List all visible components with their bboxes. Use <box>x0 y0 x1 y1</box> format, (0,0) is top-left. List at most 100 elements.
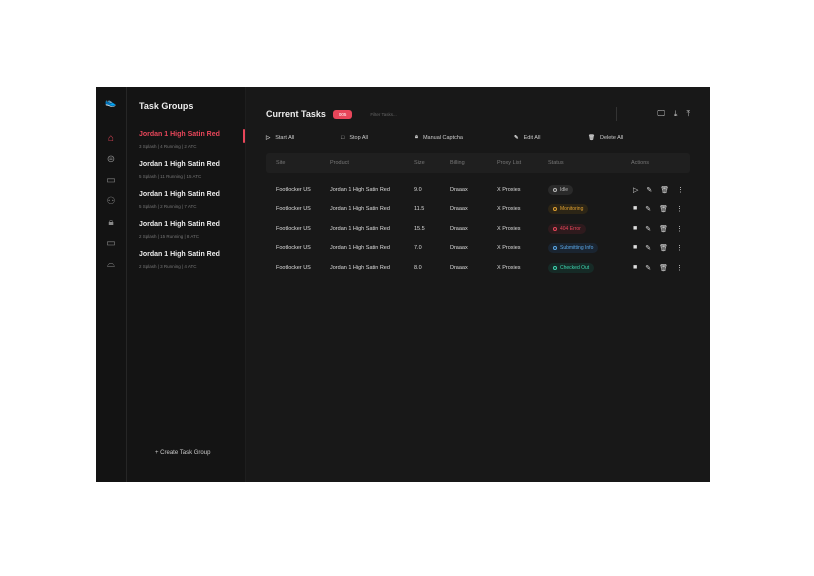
proxy-cell: X Proxies <box>497 264 521 271</box>
lock-icon: 🔒︎ <box>415 134 418 140</box>
task-group-item[interactable]: Jordan 1 High Satin Red 3 Splash | 4 Runn… <box>139 129 245 149</box>
create-task-group-button[interactable]: + Create Task Group <box>155 450 211 456</box>
more-icon[interactable]: ⋮ <box>677 186 685 194</box>
task-group-item[interactable]: Jordan 1 High Satin Red 2 Splash | 3 Runn… <box>139 251 245 269</box>
product-cell: Jordan 1 High Satin Red <box>330 186 390 193</box>
group-title: Jordan 1 High Satin Red <box>139 131 220 138</box>
logo-sneaker-icon: 👟 <box>105 97 117 107</box>
size-cell: 11.5 <box>414 206 425 213</box>
task-group-item[interactable]: Jordan 1 High Satin Red 5 Splash | 2 Runn… <box>139 191 245 209</box>
main-panel: Current Tasks 005 Filter Tasks... 🖵︎ ⤓ ⤒… <box>246 87 710 482</box>
col-billing: Billing <box>450 160 465 166</box>
page-title: Current Tasks <box>266 109 326 119</box>
group-title: Jordan 1 High Satin Red <box>139 221 220 228</box>
more-icon[interactable]: ⋮ <box>676 264 683 272</box>
trash-icon[interactable]: 🗑︎ <box>659 206 668 214</box>
size-cell: 9.0 <box>414 186 422 193</box>
stop-icon[interactable]: ■ <box>633 205 638 213</box>
col-size: Size <box>414 160 425 166</box>
task-group-item[interactable]: Jordan 1 High Satin Red 2 Splash | 15 Run… <box>139 221 245 239</box>
site-cell: Footlocker US <box>276 186 311 193</box>
card-icon[interactable]: ▭ <box>106 175 116 186</box>
gamepad-icon[interactable]: ⊜ <box>106 154 116 165</box>
status-badge: Idle <box>548 184 574 195</box>
table-row: Footlocker US Jordan 1 High Satin Red 8.… <box>266 258 690 278</box>
filter-input[interactable]: Filter Tasks... <box>370 111 397 117</box>
task-groups-title: Task Groups <box>139 101 194 111</box>
trash-icon[interactable]: 🗑︎ <box>659 245 668 253</box>
billing-cell: Draaax <box>450 206 468 213</box>
table-row: Footlocker US Jordan 1 High Satin Red 15… <box>266 219 690 239</box>
proxy-cell: X Proxies <box>497 186 521 193</box>
home-icon[interactable]: ⌂ <box>107 133 115 144</box>
delete-all-button[interactable]: 🗑︎ Delete All <box>588 134 624 141</box>
group-stats: 5 Splash | 11 Running | 15 ATC <box>139 174 202 179</box>
trash-icon[interactable]: 🗑︎ <box>659 264 668 272</box>
size-cell: 7.0 <box>414 245 422 252</box>
trash-icon: 🗑︎ <box>588 134 595 141</box>
col-actions: Actions <box>631 160 650 166</box>
play-icon[interactable]: ▷ <box>633 186 639 194</box>
status-badge: Submitting Info <box>548 243 599 254</box>
lock-icon[interactable]: 🔒︎ <box>108 217 114 228</box>
site-cell: Footlocker US <box>276 264 311 271</box>
col-status: Status <box>548 160 564 166</box>
col-product: Product <box>330 160 349 166</box>
trash-icon[interactable]: 🗑︎ <box>659 225 668 233</box>
group-stats: 5 Splash | 2 Running | 7 ATC <box>139 204 197 209</box>
site-cell: Footlocker US <box>276 206 311 213</box>
status-dot-icon <box>553 265 557 270</box>
monitor-icon[interactable]: 🖵︎ <box>657 109 665 118</box>
table-row: Footlocker US Jordan 1 High Satin Red 11… <box>266 200 690 220</box>
users-icon[interactable]: ⚇ <box>106 196 116 207</box>
table-row: Footlocker US Jordan 1 High Satin Red 9.… <box>266 180 690 200</box>
proxy-cell: X Proxies <box>497 206 521 213</box>
proxy-cell: X Proxies <box>497 245 521 252</box>
bag-icon[interactable]: ⌓ <box>107 259 115 270</box>
upload-icon[interactable]: ⤒ <box>686 109 690 118</box>
status-dot-icon <box>553 246 557 251</box>
start-all-button[interactable]: ▷ Start All <box>266 134 295 141</box>
status-badge: Checked Out <box>548 262 595 273</box>
group-stats: 3 Splash | 4 Running | 2 ATC <box>139 144 197 149</box>
stop-all-button[interactable]: □ Stop All <box>341 134 368 141</box>
stop-icon[interactable]: ■ <box>633 263 638 271</box>
stop-icon[interactable]: ■ <box>633 224 638 232</box>
download-icon[interactable]: ⤓ <box>673 109 678 118</box>
stop-icon[interactable]: ■ <box>633 244 638 252</box>
group-stats: 2 Splash | 15 Running | 8 ATC <box>139 234 200 239</box>
app-window: 👟 ⌂ ⊜ ▭ ⚇ 🔒︎ ▭ ⌓ Task Groups Jordan 1 Hi… <box>96 87 710 482</box>
billing-cell: Draaax <box>450 264 468 271</box>
billing-cell: Draaax <box>450 245 468 252</box>
pencil-icon[interactable]: ✎ <box>645 206 652 214</box>
site-cell: Footlocker US <box>276 245 311 252</box>
edit-all-button[interactable]: ✎ Edit All <box>514 134 541 141</box>
status-badge: 404 Error <box>548 223 586 234</box>
pencil-icon[interactable]: ✎ <box>646 186 653 194</box>
task-count-badge: 005 <box>332 109 353 119</box>
monitor-icon[interactable]: ▭ <box>106 238 116 249</box>
status-dot-icon <box>553 226 557 231</box>
trash-icon[interactable]: 🗑︎ <box>660 186 670 194</box>
status-dot-icon <box>553 207 557 212</box>
status-dot-icon <box>553 187 557 192</box>
table-row: Footlocker US Jordan 1 High Satin Red 7.… <box>266 239 690 259</box>
more-icon[interactable]: ⋮ <box>676 206 683 214</box>
pencil-icon[interactable]: ✎ <box>645 245 652 253</box>
task-group-item[interactable]: Jordan 1 High Satin Red 5 Splash | 11 Run… <box>139 161 245 179</box>
more-icon[interactable]: ⋮ <box>676 225 683 233</box>
product-cell: Jordan 1 High Satin Red <box>330 206 390 213</box>
billing-cell: Draaax <box>450 186 468 193</box>
col-proxy: Proxy List <box>497 160 522 166</box>
task-groups-panel: Task Groups Jordan 1 High Satin Red 3 Spl… <box>127 87 246 482</box>
pencil-icon[interactable]: ✎ <box>645 225 652 233</box>
divider <box>616 107 618 121</box>
site-cell: Footlocker US <box>276 225 311 232</box>
manual-captcha-button[interactable]: 🔒︎ Manual Captcha <box>415 134 463 141</box>
play-icon: ▷ <box>266 134 271 141</box>
group-title: Jordan 1 High Satin Red <box>139 251 220 258</box>
stop-icon: □ <box>341 134 345 141</box>
group-title: Jordan 1 High Satin Red <box>139 161 220 168</box>
more-icon[interactable]: ⋮ <box>676 245 683 253</box>
pencil-icon[interactable]: ✎ <box>645 264 652 272</box>
